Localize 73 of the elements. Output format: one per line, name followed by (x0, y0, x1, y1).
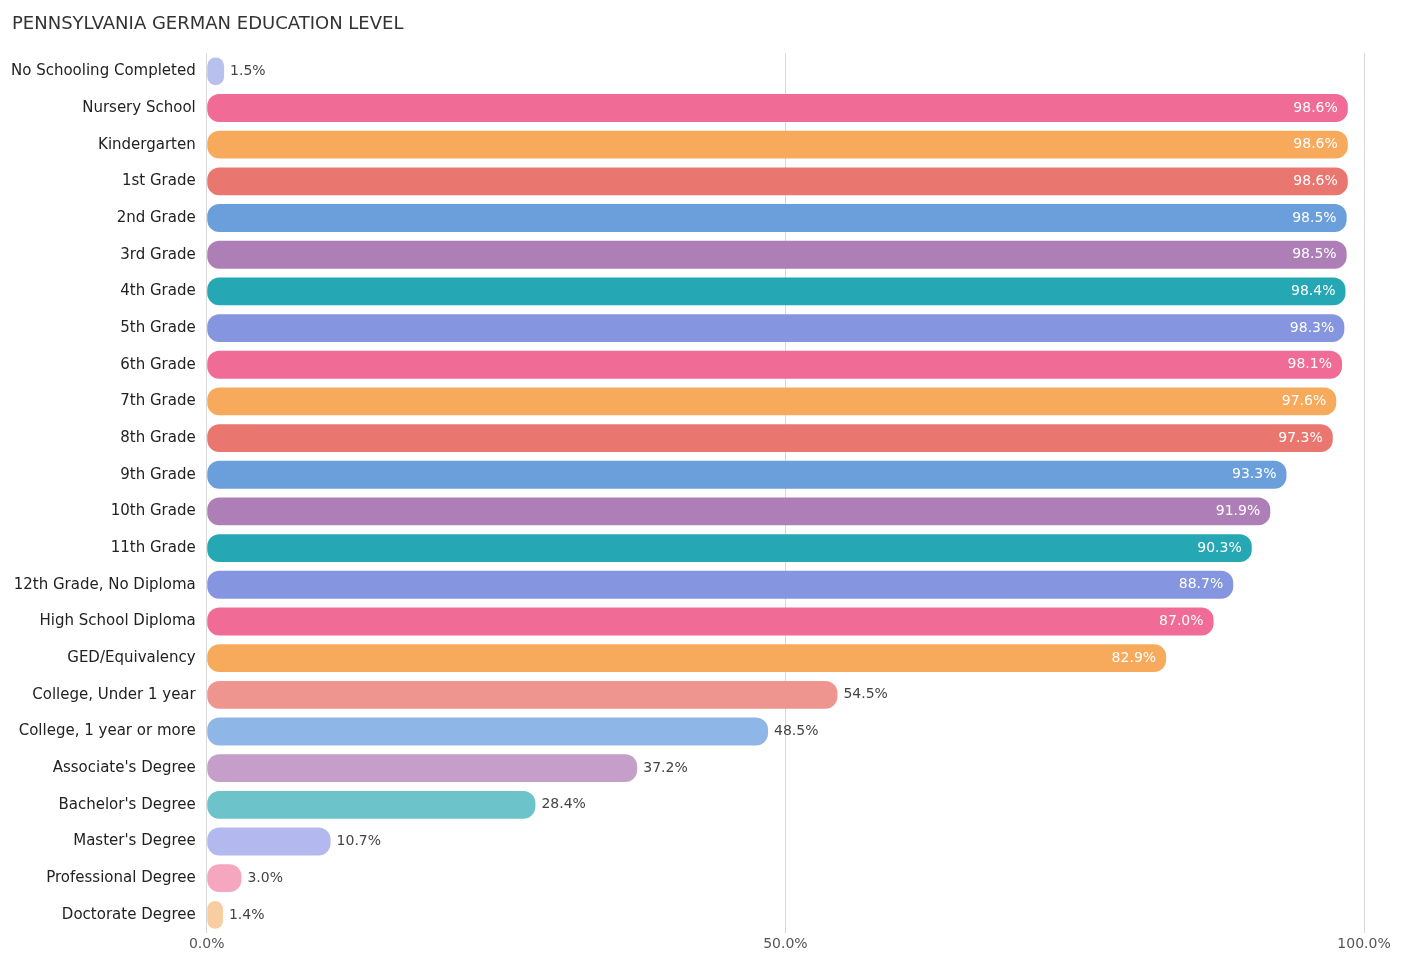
data-label: 93.3% (1231, 465, 1277, 482)
y-tick-label: 12th Grade, No Diploma (13, 574, 196, 593)
bar (207, 570, 1234, 599)
bar (207, 350, 1343, 379)
data-label: 28.4% (541, 795, 586, 812)
data-label: 90.3% (1197, 538, 1242, 555)
y-tick-label: 7th Grade (120, 391, 196, 410)
y-tick-label: College, 1 year or more (18, 721, 196, 740)
bar (207, 240, 1347, 269)
x-tick-label: 0.0% (188, 935, 225, 952)
y-tick-label: Nursery School (82, 97, 196, 116)
y-tick-label: 9th Grade (120, 464, 196, 483)
data-label: 98.6% (1293, 98, 1338, 115)
data-label: 37.2% (643, 758, 688, 775)
data-label: 54.5% (843, 685, 888, 702)
y-tick-label: 5th Grade (120, 317, 196, 336)
data-label: 98.4% (1291, 282, 1336, 299)
bar (207, 754, 638, 783)
y-tick-label: Master's Degree (73, 831, 196, 850)
bar (207, 460, 1287, 489)
data-label: 82.9% (1111, 648, 1157, 665)
data-label: 98.5% (1292, 208, 1337, 225)
bar (207, 644, 1167, 673)
data-label: 10.7% (336, 832, 382, 849)
bar (207, 607, 1214, 636)
y-tick-label: Professional Degree (46, 868, 196, 887)
y-tick-label: 4th Grade (120, 281, 196, 300)
data-label: 97.6% (1281, 392, 1327, 409)
bar (207, 204, 1347, 232)
y-tick-label: GED/Equivalency (67, 648, 196, 667)
data-label: 48.5% (774, 722, 819, 739)
y-tick-label: No Schooling Completed (10, 61, 196, 80)
y-tick-label: 6th Grade (120, 354, 196, 373)
bar (207, 167, 1348, 196)
data-label: 98.6% (1293, 135, 1338, 152)
bar (207, 387, 1337, 416)
data-label: 98.1% (1287, 355, 1333, 372)
bar (207, 827, 331, 856)
y-tick-label: 11th Grade (110, 538, 196, 556)
bar (207, 94, 1348, 122)
bar (207, 277, 1346, 306)
y-tick-label: 10th Grade (110, 501, 196, 520)
bar (207, 424, 1333, 453)
bar (207, 130, 1348, 159)
y-tick-label: Kindergarten (98, 134, 196, 153)
chart-title: PENNSYLVANIA GERMAN EDUCATION LEVEL (12, 12, 405, 33)
y-tick-label: Bachelor's Degree (58, 794, 196, 813)
data-label: 98.6% (1293, 172, 1338, 188)
y-tick-label: 8th Grade (120, 427, 196, 446)
y-tick-label: Associate's Degree (52, 758, 196, 777)
data-label: 1.4% (228, 905, 265, 922)
bar (207, 534, 1252, 563)
data-label: 98.3% (1289, 318, 1335, 335)
y-tick-label: Doctorate Degree (61, 904, 196, 923)
data-label: 3.0% (247, 868, 284, 885)
bar (207, 497, 1271, 526)
bar (207, 790, 536, 819)
y-tick-label: College, Under 1 year (32, 684, 197, 703)
bar (207, 717, 769, 746)
y-tick-label: High School Diploma (39, 611, 196, 630)
data-label: 87.0% (1159, 612, 1204, 629)
bar (207, 314, 1345, 342)
data-label: 97.3% (1278, 428, 1323, 445)
y-tick-label: 1st Grade (121, 171, 196, 190)
data-label: 98.5% (1292, 245, 1337, 262)
bar (207, 680, 838, 709)
data-label: 88.7% (1178, 575, 1224, 592)
x-tick-label: 50.0% (763, 935, 808, 952)
data-label: 1.5% (230, 61, 266, 78)
data-label: 91.9% (1215, 502, 1261, 519)
y-tick-label: 3rd Grade (120, 244, 196, 263)
x-tick-label: 100.0% (1337, 935, 1391, 952)
y-tick-label: 2nd Grade (116, 207, 196, 226)
